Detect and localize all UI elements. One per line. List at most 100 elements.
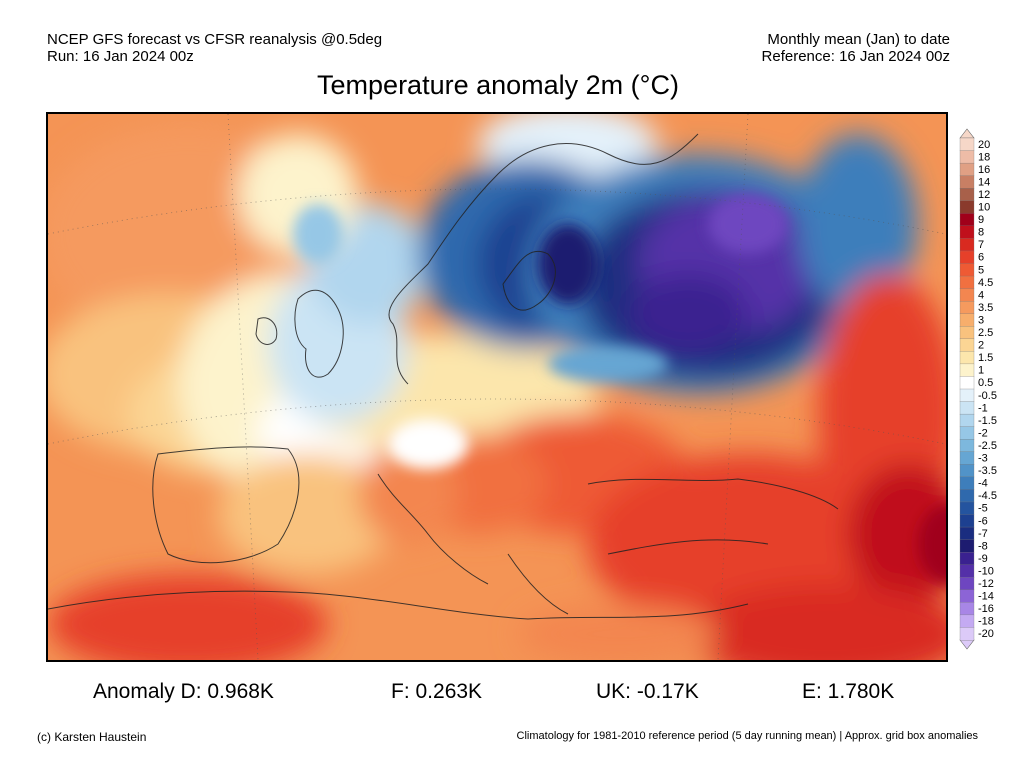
legend-swatch [959,213,975,227]
legend-swatch [959,577,975,591]
legend-swatch [959,627,975,641]
legend-swatch [959,476,975,490]
legend-label: 4.5 [978,277,993,289]
chart-title: Temperature anomaly 2m (°C) [317,70,679,100]
legend-label: -9 [978,553,988,565]
legend-label: -0.5 [978,390,997,402]
legend-label: 3 [978,314,984,326]
run-time: Run: 16 Jan 2024 00z [47,48,194,65]
legend-swatch [959,514,975,528]
legend-swatch [959,363,975,377]
legend-swatch [959,539,975,553]
legend-label: 7 [978,239,984,251]
anomaly-field [48,114,946,660]
legend-swatch [959,200,975,214]
legend-swatch [959,225,975,239]
header-right: Monthly mean (Jan) to date Reference: 16… [762,31,950,65]
legend-swatch [959,388,975,403]
legend-arrow-top [959,128,975,139]
averaging-period: Monthly mean (Jan) to date [767,31,950,48]
legend-swatch [959,250,975,264]
legend-swatch [959,564,975,578]
legend-label: 3.5 [978,302,993,314]
legend-label: 18 [978,151,990,163]
legend-label: -6 [978,515,988,527]
legend-arrow-bottom [959,639,975,650]
legend-swatch [959,326,975,340]
model-description: NCEP GFS forecast vs CFSR reanalysis @0.… [47,31,383,48]
legend-swatch [959,188,975,202]
legend-label: -18 [978,616,994,628]
legend-swatch [959,288,975,302]
climatology-note: Climatology for 1981-2010 reference peri… [516,730,978,742]
stat-germany: Anomaly D: 0.968K [93,680,274,703]
color-legend-svg: 201816141210987654.543.532.521.510.5-0.5… [959,128,997,650]
legend-swatch [959,162,975,177]
legend-label: -1 [978,402,988,414]
stat-spain: E: 1.780K [802,680,895,703]
legend-label: 5 [978,264,984,276]
anomaly-map [46,112,948,662]
legend-label: -7 [978,528,988,540]
legend-swatch [959,275,975,290]
legend-swatch [959,526,975,541]
legend-swatch [959,426,975,440]
legend-swatch [959,614,975,628]
legend-label: -8 [978,540,988,552]
legend-swatch [959,401,975,415]
header-left: NCEP GFS forecast vs CFSR reanalysis @0.… [47,31,382,65]
legend-swatch [959,313,975,327]
legend-swatch [959,175,975,189]
legend-label: 9 [978,214,984,226]
copyright: (c) Karsten Haustein [37,730,147,744]
legend-swatch [959,338,975,352]
legend-label: 6 [978,252,984,264]
legend-swatch [959,263,975,277]
legend-swatch [959,451,975,465]
coastlines [48,133,839,620]
legend-swatch [959,351,975,365]
legend-label: 14 [978,176,990,188]
legend-swatch [959,551,975,566]
reference-time: Reference: 16 Jan 2024 00z [761,48,950,65]
legend-label: 1.5 [978,352,993,364]
legend-label: -4 [978,478,988,490]
stat-france: F: 0.263K [391,680,483,703]
legend-label: -5 [978,503,988,515]
legend-label: -12 [978,578,994,590]
legend-swatch [959,464,975,478]
legend-swatch [959,376,975,390]
legend-label: 2.5 [978,327,993,339]
legend-label: -1.5 [978,415,997,427]
legend-swatch [959,238,975,252]
legend-label: -3 [978,453,988,465]
legend-label: -14 [978,591,994,603]
legend-label: 0.5 [978,377,993,389]
legend-swatch [959,501,975,515]
anomaly-map-canvas [48,114,946,660]
stat-uk: UK: -0.17K [596,680,699,703]
legend-swatch [959,489,975,503]
legend-label: -2 [978,427,988,439]
legend-label: -20 [978,628,994,640]
legend-label: 12 [978,189,990,201]
legend-label: 4 [978,289,984,301]
legend-swatch [959,439,975,453]
legend-label: 16 [978,164,990,176]
legend-swatch [959,150,975,164]
graticule [48,114,946,660]
legend-swatch [959,137,975,152]
legend-swatch [959,589,975,603]
legend-label: 1 [978,365,984,377]
legend-label: -16 [978,603,994,615]
legend-label: 10 [978,202,990,214]
legend-label: -4.5 [978,490,997,502]
color-legend: 20 18 16 14 12 10 9 8 7 6 5 4.5 4 3.5 3 2.5 2 1.5 1 0.5 -0.5… [958,128,1024,650]
legend-label: -10 [978,565,994,577]
legend-label: -2.5 [978,440,997,452]
legend-swatch [959,413,975,428]
legend-label: 20 [978,139,990,151]
legend-label: 8 [978,227,984,239]
legend-swatch [959,300,975,315]
legend-swatch [959,602,975,616]
